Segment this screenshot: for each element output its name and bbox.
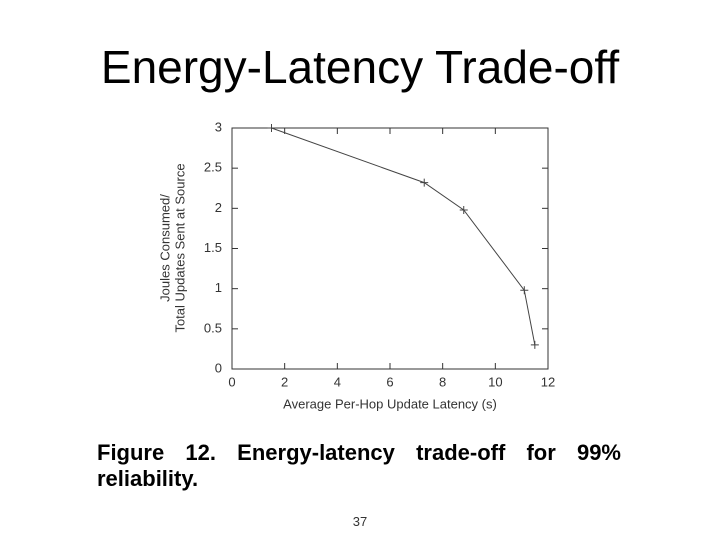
x-tick-label: 12 (541, 374, 555, 389)
y-axis-label: Total Updates Sent at Source (172, 163, 187, 332)
page-number: 37 (352, 514, 368, 529)
data-point (459, 205, 468, 214)
y-axis-label: Joules Consumed/ (157, 194, 172, 302)
data-point (530, 340, 539, 349)
data-line (271, 127, 536, 345)
x-tick-label: 10 (488, 374, 502, 389)
x-tick-label: 8 (439, 374, 446, 389)
x-tick-label: 6 (386, 374, 393, 389)
chart: Average Per-Hop Update Latency (s) Joule… (157, 119, 555, 411)
plot-frame (231, 127, 549, 370)
data-point (420, 178, 429, 187)
y-tick-label: 0 (215, 360, 222, 375)
figure-caption: Figure 12. Energy-latency trade-off for … (97, 440, 621, 491)
y-tick-label: 1 (215, 280, 222, 295)
y-tick-label: 0.5 (204, 320, 222, 335)
x-tick-label: 2 (281, 374, 288, 389)
x-tick-label: 4 (334, 374, 341, 389)
x-axis-label: Average Per-Hop Update Latency (s) (283, 396, 497, 411)
y-tick-label: 3 (215, 119, 222, 134)
y-tick-label: 2.5 (204, 160, 222, 175)
data-point (267, 124, 276, 132)
data-point (520, 286, 529, 295)
x-tick-label: 0 (228, 374, 235, 389)
y-tick-label: 2 (215, 200, 222, 215)
y-tick-label: 1.5 (204, 240, 222, 255)
slide-title: Energy-Latency Trade-off (100, 41, 620, 93)
